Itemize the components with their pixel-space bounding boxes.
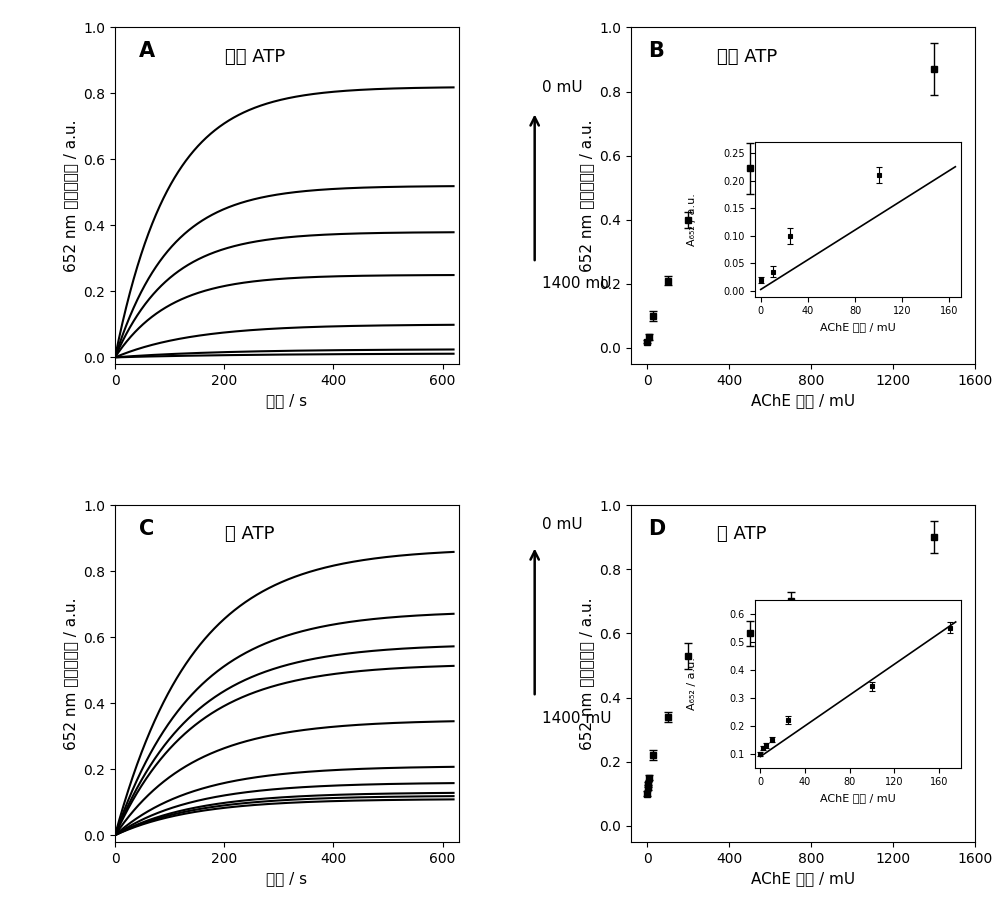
- X-axis label: AChE 活性 / mU: AChE 活性 / mU: [751, 871, 855, 886]
- Text: A: A: [139, 41, 155, 61]
- Text: 0 mU: 0 mU: [542, 80, 582, 95]
- Text: 有 ATP: 有 ATP: [717, 525, 767, 544]
- Y-axis label: 652 nm 处吸光度値 / a.u.: 652 nm 处吸光度値 / a.u.: [579, 120, 594, 272]
- Text: C: C: [139, 519, 154, 539]
- Text: 没有 ATP: 没有 ATP: [225, 48, 285, 66]
- X-axis label: 时间 / s: 时间 / s: [266, 393, 308, 408]
- Text: 1400 mU: 1400 mU: [542, 276, 611, 292]
- Text: 没有 ATP: 没有 ATP: [717, 48, 777, 66]
- Y-axis label: 652 nm 处吸光度値 / a.u.: 652 nm 处吸光度値 / a.u.: [63, 597, 78, 749]
- Text: 0 mU: 0 mU: [542, 517, 582, 533]
- Text: B: B: [648, 41, 664, 61]
- X-axis label: 时间 / s: 时间 / s: [266, 871, 308, 886]
- Text: D: D: [648, 519, 665, 539]
- Text: 1400 mU: 1400 mU: [542, 711, 611, 726]
- Text: 有 ATP: 有 ATP: [225, 525, 275, 544]
- X-axis label: AChE 活性 / mU: AChE 活性 / mU: [751, 393, 855, 408]
- Y-axis label: 652 nm 处吸光度値 / a.u.: 652 nm 处吸光度値 / a.u.: [63, 120, 78, 272]
- Y-axis label: 652 nm 处吸光度値 / a.u.: 652 nm 处吸光度値 / a.u.: [579, 597, 594, 749]
